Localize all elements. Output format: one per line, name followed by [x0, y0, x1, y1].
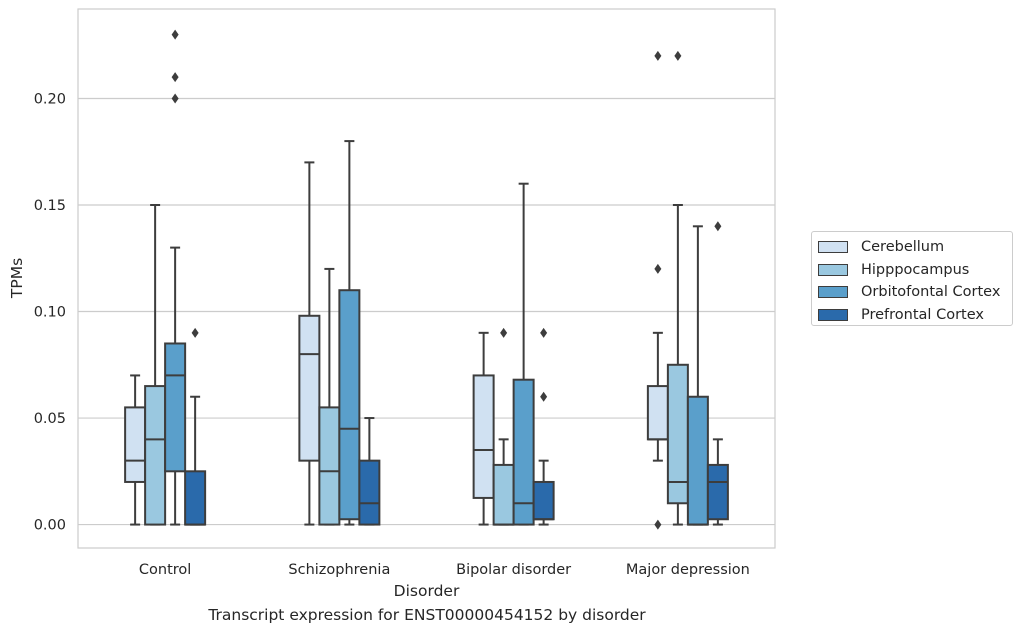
legend-swatch	[818, 286, 848, 299]
box-0-3	[646, 50, 669, 530]
box-body	[532, 480, 555, 521]
outlier-point	[171, 72, 179, 83]
box-2-1	[338, 140, 361, 526]
box-body	[144, 385, 167, 526]
legend-label: Hipppocampus	[861, 261, 970, 278]
outlier-point	[191, 327, 199, 338]
chart-caption: Transcript expression for ENST0000045415…	[208, 606, 646, 624]
box-1-0	[144, 204, 167, 526]
box-3-3	[706, 221, 729, 526]
box-body	[184, 470, 207, 526]
box-body	[492, 463, 515, 526]
legend-item: Orbitofontal Cortex	[818, 281, 1012, 304]
legend-item: Cerebellum	[818, 236, 1012, 259]
x-tick-label: Bipolar disorder	[456, 562, 571, 578]
y-tick-label: 0.00	[34, 518, 66, 534]
boxes-layer	[124, 29, 729, 530]
box-body	[706, 463, 729, 521]
box-3-1	[358, 417, 381, 526]
legend-swatch	[818, 308, 848, 321]
y-tick-label: 0.05	[34, 411, 66, 427]
outlier-point	[674, 50, 682, 61]
x-tick-labels: Control Schizophrenia Bipolar disorder Majo…	[139, 562, 750, 578]
y-tick-label: 0.20	[34, 91, 66, 107]
y-axis-label: TPMs	[8, 258, 26, 299]
box-2-0	[164, 29, 187, 526]
box-body	[298, 314, 321, 462]
legend: Cerebellum Hipppocampus Orbitofontal Corte…	[811, 231, 1013, 326]
box-3-2	[532, 327, 555, 526]
outlier-point	[540, 391, 548, 402]
box-body	[646, 385, 669, 441]
y-tick-label: 0.15	[34, 198, 66, 214]
outlier-point	[171, 29, 179, 40]
box-body	[164, 342, 187, 473]
outlier-point	[540, 327, 548, 338]
box-2-3	[686, 225, 709, 526]
box-2-2	[512, 182, 535, 526]
outlier-point	[654, 519, 662, 530]
box-body	[124, 406, 147, 483]
outlier-point	[171, 93, 179, 104]
box-1-1	[318, 267, 341, 526]
box-1-3	[666, 50, 689, 526]
outlier-point	[654, 50, 662, 61]
box-0-0	[124, 374, 147, 526]
x-tick-label: Schizophrenia	[288, 562, 390, 578]
y-tick-label: 0.10	[34, 305, 66, 321]
x-tick-label: Major depression	[626, 562, 750, 578]
legend-item: Prefrontal Cortex	[818, 304, 1012, 327]
legend-label: Cerebellum	[861, 239, 945, 256]
y-tick-labels: 0.00 0.05 0.10 0.15 0.20	[34, 91, 66, 533]
box-body	[472, 374, 495, 499]
outlier-point	[654, 263, 662, 274]
outlier-point	[714, 221, 722, 232]
box-0-1	[298, 161, 321, 526]
x-tick-label: Control	[139, 562, 191, 578]
legend-swatch	[818, 263, 848, 276]
box-body	[338, 289, 361, 521]
box-body	[318, 406, 341, 526]
box-body	[512, 378, 535, 526]
legend-swatch	[818, 241, 848, 254]
legend-label: Prefrontal Cortex	[861, 306, 984, 323]
legend-item: Hipppocampus	[818, 259, 1012, 282]
box-body	[686, 395, 709, 526]
outlier-point	[500, 327, 508, 338]
box-0-2	[472, 331, 495, 526]
box-body	[358, 459, 381, 526]
legend-label: Orbitofontal Cortex	[861, 284, 1001, 301]
x-axis-label: Disorder	[394, 582, 460, 600]
box-3-0	[184, 327, 207, 526]
